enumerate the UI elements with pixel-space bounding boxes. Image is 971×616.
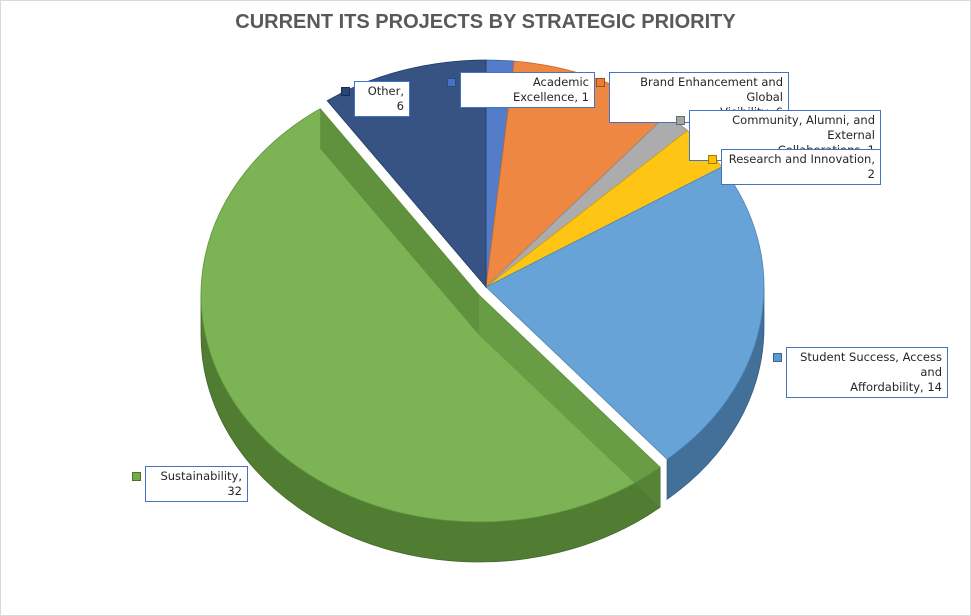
legend-key-sustainability xyxy=(132,472,141,481)
legend-key-community-alumni-and-external-collaborations xyxy=(676,116,685,125)
legend-key-brand-enhancement-and-global-visibility xyxy=(596,78,605,87)
data-label-other: Other, 6 xyxy=(354,81,410,117)
legend-key-other xyxy=(341,87,350,96)
legend-key-academic-excellence xyxy=(447,78,456,87)
pie-top-faces xyxy=(200,59,765,523)
pie-cut-wall-sustainability-end xyxy=(320,108,479,335)
data-label-research-and-innovation: Research and Innovation, 2 xyxy=(721,149,881,185)
legend-key-research-and-innovation xyxy=(708,155,717,164)
pie-slice-sustainability xyxy=(200,108,661,523)
data-label-academic-excellence: Academic Excellence, 1 xyxy=(460,72,595,108)
data-label-sustainability: Sustainability, 32 xyxy=(145,466,248,502)
data-label-student-success-access-and-affordability: Student Success, Access and Affordability… xyxy=(786,347,948,398)
pie-cut-wall-sustainability xyxy=(479,295,661,508)
pie-cut-walls xyxy=(320,108,661,508)
chart-title: CURRENT ITS PROJECTS BY STRATEGIC PRIORI… xyxy=(235,11,736,33)
pie-slice-student-success-access-and-affordability xyxy=(485,166,765,460)
legend-key-student-success-access-and-affordability xyxy=(773,353,782,362)
